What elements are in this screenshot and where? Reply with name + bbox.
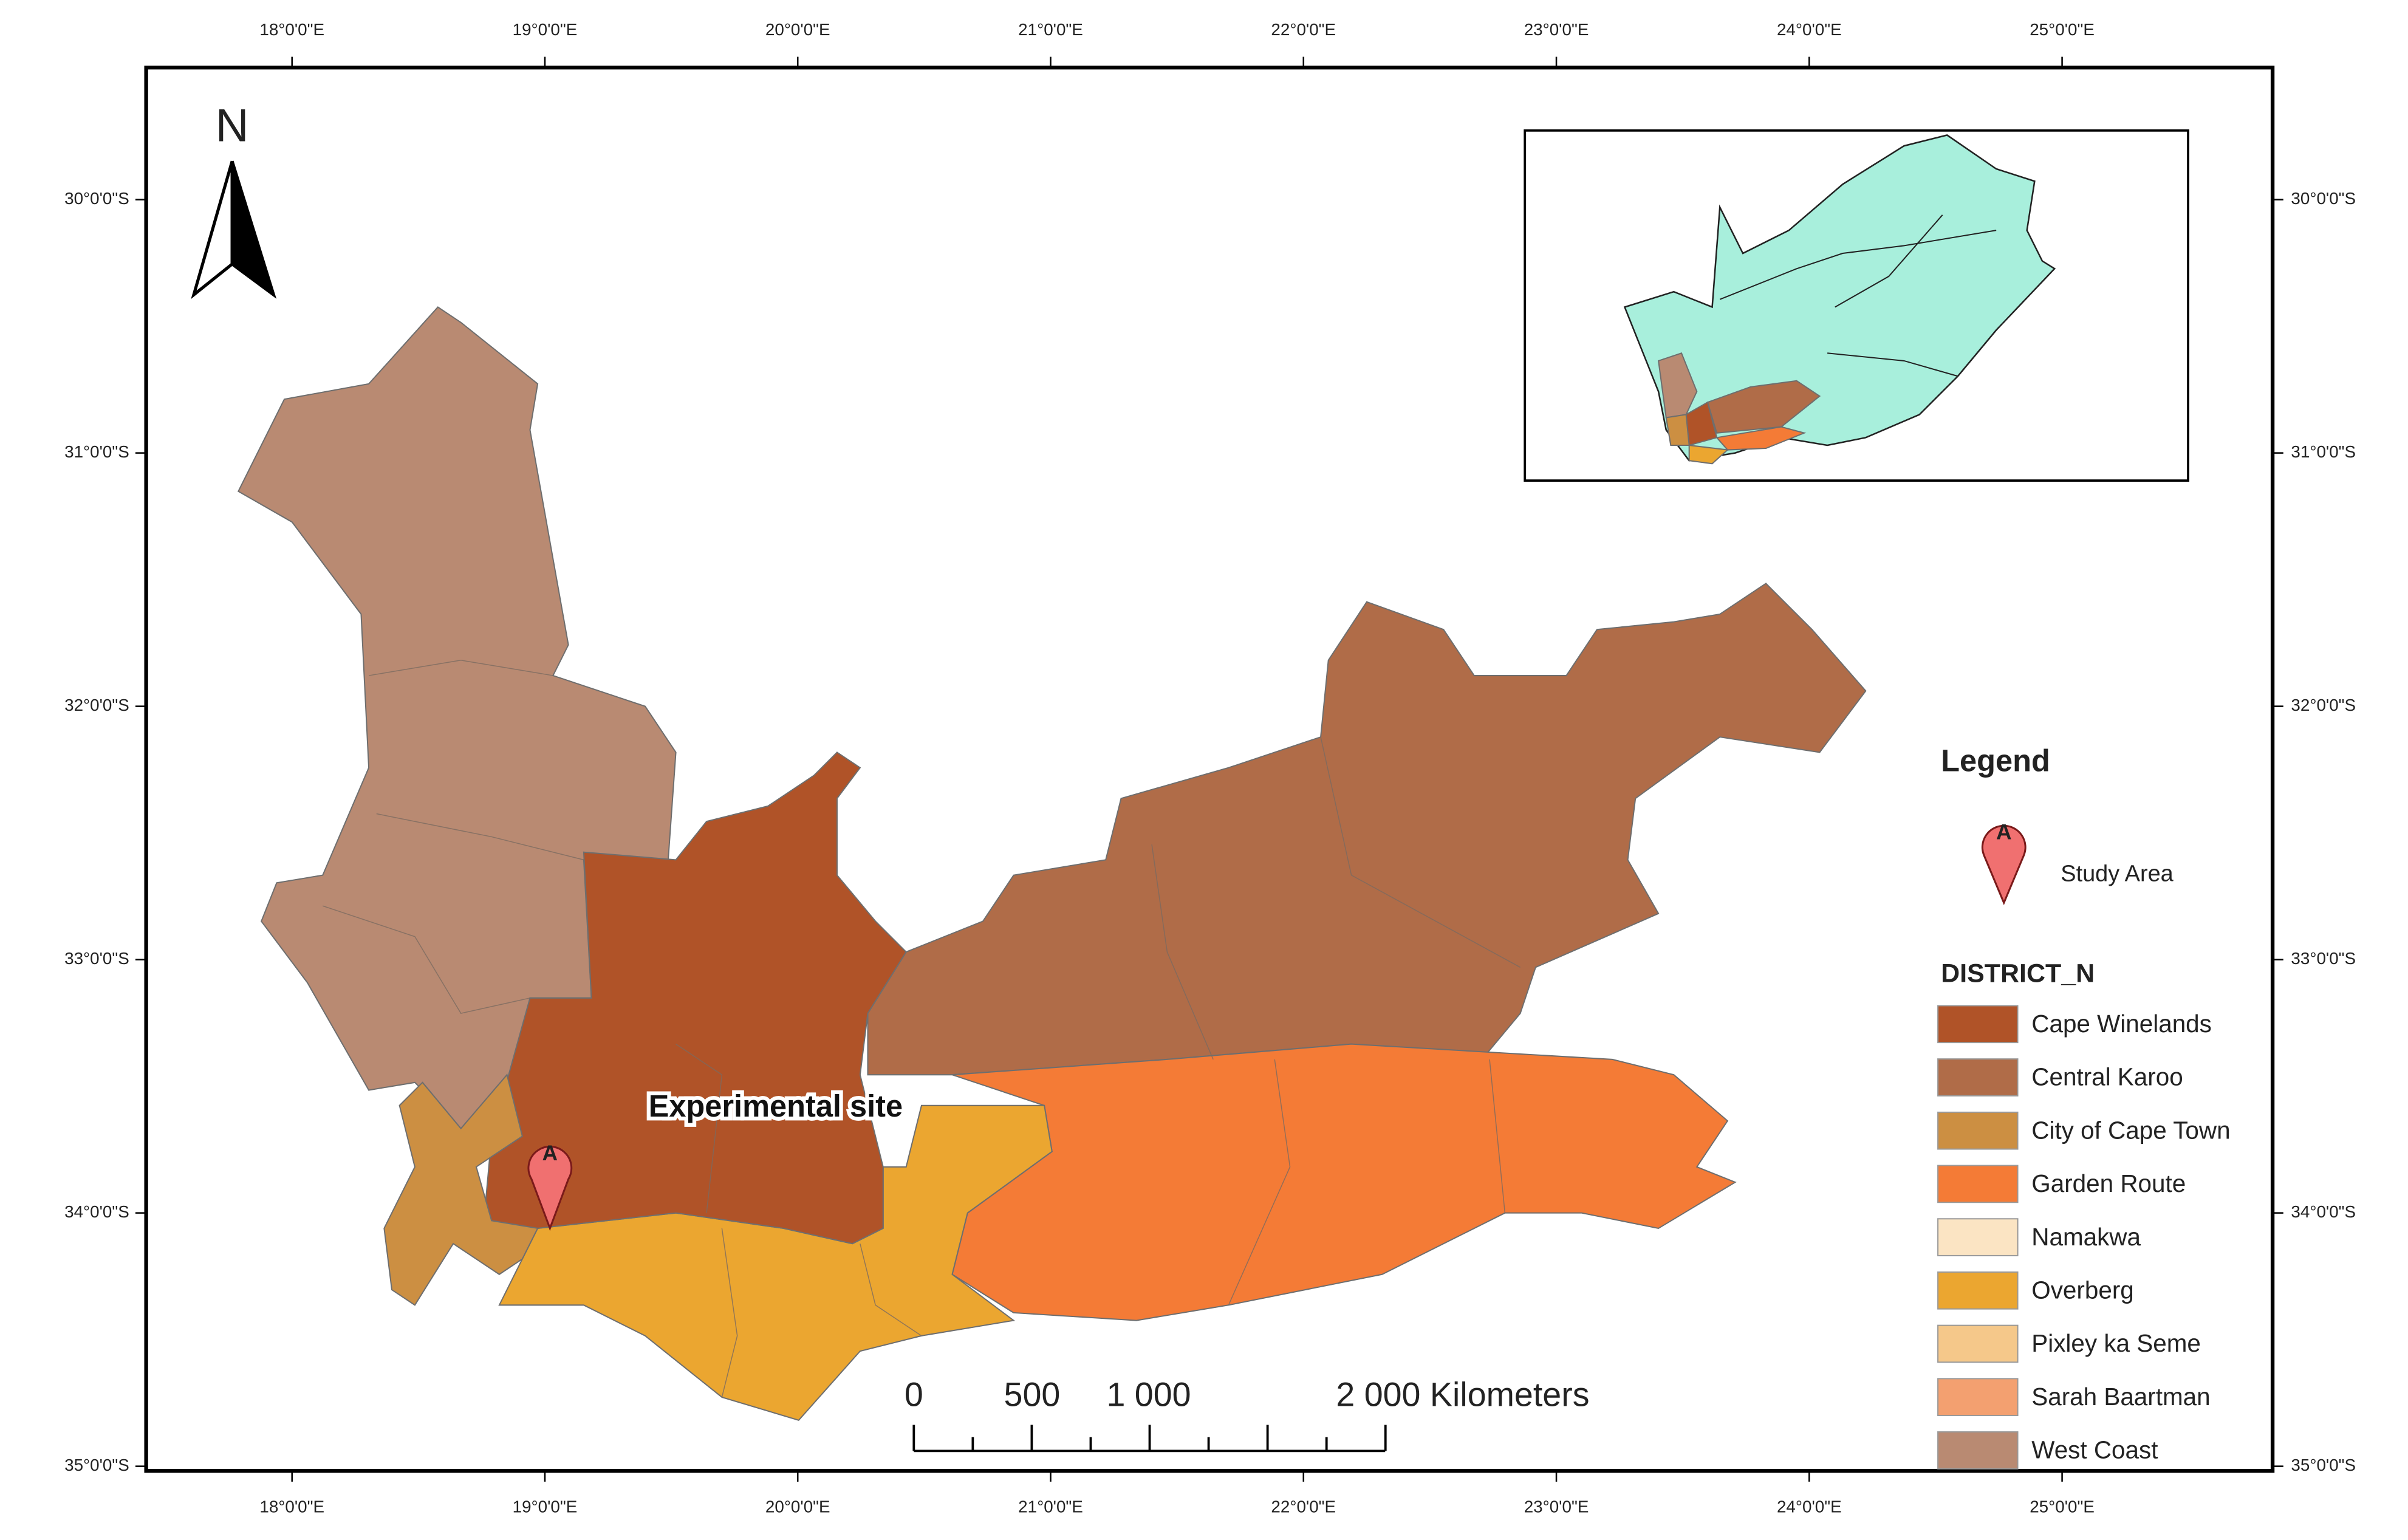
legend-marker-letter: A: [1996, 821, 2012, 844]
inset-map: [1524, 129, 2189, 482]
municipal-boundary: [323, 905, 530, 1014]
municipal-boundary: [721, 1228, 738, 1398]
legend-swatch: [1937, 1005, 2019, 1044]
lat-label-left: 34°0'0"S: [64, 1202, 129, 1221]
legend-label: City of Cape Town: [2031, 1116, 2230, 1144]
legend-label: Sarah Baartman: [2031, 1383, 2210, 1411]
legend-label: Namakwa: [2031, 1223, 2141, 1251]
inset-overberg: [1688, 444, 1729, 465]
lat-label-right: 34°0'0"S: [2291, 1202, 2356, 1221]
lat-label-right: 32°0'0"S: [2291, 696, 2356, 714]
lat-label-right: 31°0'0"S: [2291, 442, 2356, 461]
legend: Legend A Study Area DISTRICT_N Cape Wine…: [1937, 743, 2231, 1470]
inset-boundary: [1719, 230, 1997, 300]
municipal-boundary: [1320, 736, 1521, 968]
inset-garden-route: [1715, 426, 1807, 451]
lon-label-top: 21°0'0"E: [1018, 20, 1083, 39]
north-label: N: [216, 100, 249, 151]
lon-label-top: 24°0'0"E: [1777, 20, 1842, 39]
legend-field: DISTRICT_N: [1941, 959, 2095, 988]
map-frame: [144, 66, 2275, 1473]
lon-label-top: 19°0'0"E: [513, 20, 578, 39]
lon-label-bottom: 21°0'0"E: [1018, 1497, 1083, 1516]
arrow-right: [230, 160, 277, 299]
lon-label-top: 22°0'0"E: [1271, 20, 1336, 39]
legend-marker-label: Study Area: [2061, 861, 2174, 887]
lon-label-bottom: 22°0'0"E: [1271, 1497, 1336, 1516]
study-area-marker: A: [527, 1141, 573, 1231]
legend-title: Legend: [1941, 743, 2050, 778]
district-central-karoo: [867, 583, 1867, 1076]
scale-label: 2 000 Kilometers: [1336, 1376, 1589, 1414]
legend-swatch: [1937, 1431, 2019, 1470]
municipal-boundary: [1489, 1059, 1506, 1213]
lon-label-bottom: 25°0'0"E: [2030, 1497, 2095, 1516]
legend-label: Overberg: [2031, 1276, 2134, 1304]
legend-swatch: [1937, 1218, 2019, 1256]
lat-label-right: 33°0'0"S: [2291, 949, 2356, 968]
inset-west-coast: [1658, 352, 1698, 419]
municipal-boundary: [368, 660, 553, 676]
inset-city-of-cape-town: [1665, 414, 1690, 446]
graticule: 18°0'0"E 18°0'0"E 19°0'0"E 19°0'0"E 20°0'0"E…: [64, 20, 2356, 1516]
lat-label-left: 33°0'0"S: [64, 949, 129, 968]
district-city-of-cape-town: [383, 1073, 539, 1306]
north-arrow: N: [191, 100, 277, 299]
lat-label-left: 31°0'0"S: [64, 442, 129, 461]
scale-bar: 0 500 1 000 2 000 Kilometers: [905, 1376, 1590, 1453]
lon-label-top: 23°0'0"E: [1524, 20, 1589, 39]
legend-label: Central Karoo: [2031, 1063, 2183, 1091]
inset-central-karoo: [1706, 380, 1821, 434]
lat-label-left: 32°0'0"S: [64, 696, 129, 714]
scale-label: 500: [1004, 1376, 1061, 1414]
lon-label-bottom: 24°0'0"E: [1777, 1497, 1842, 1516]
marker-letter: A: [542, 1141, 558, 1165]
inset-boundary: [1835, 214, 1943, 308]
site-label: Experimental site: [649, 1089, 903, 1123]
municipal-boundary: [676, 1044, 723, 1213]
legend-swatch: [1937, 1111, 2019, 1150]
scale-label: 0: [905, 1376, 923, 1414]
lon-label-top: 25°0'0"E: [2030, 20, 2095, 39]
lat-label-right: 35°0'0"S: [2291, 1456, 2356, 1474]
municipal-boundary: [860, 1244, 922, 1336]
lon-label-bottom: 18°0'0"E: [259, 1497, 324, 1516]
scale-label: 1 000: [1106, 1376, 1191, 1414]
lon-label-bottom: 19°0'0"E: [513, 1497, 578, 1516]
legend-swatch: [1937, 1378, 2019, 1417]
legend-label: Garden Route: [2031, 1169, 2186, 1197]
legend-label: Cape Winelands: [2031, 1010, 2212, 1038]
legend-swatch: [1937, 1271, 2019, 1310]
municipal-boundary: [1228, 1059, 1291, 1306]
legend-label: Pixley ka Seme: [2031, 1329, 2201, 1357]
marker-pin: [527, 1146, 573, 1231]
municipal-boundary: [376, 813, 584, 861]
legend-swatch: [1937, 1165, 2019, 1203]
lat-label-left: 30°0'0"S: [64, 189, 129, 208]
lat-label-left: 35°0'0"S: [64, 1456, 129, 1474]
legend-marker: [1981, 824, 2027, 906]
lon-label-bottom: 23°0'0"E: [1524, 1497, 1589, 1516]
lon-label-bottom: 20°0'0"E: [765, 1497, 830, 1516]
lon-label-top: 20°0'0"E: [765, 20, 830, 39]
legend-swatch: [1937, 1058, 2019, 1097]
lon-label-top: 18°0'0"E: [259, 20, 324, 39]
legend-swatch: [1937, 1324, 2019, 1363]
legend-label: West Coast: [2031, 1436, 2158, 1464]
lat-label-right: 30°0'0"S: [2291, 189, 2356, 208]
inset-boundary: [1827, 352, 1958, 377]
municipal-boundary: [1151, 844, 1214, 1060]
